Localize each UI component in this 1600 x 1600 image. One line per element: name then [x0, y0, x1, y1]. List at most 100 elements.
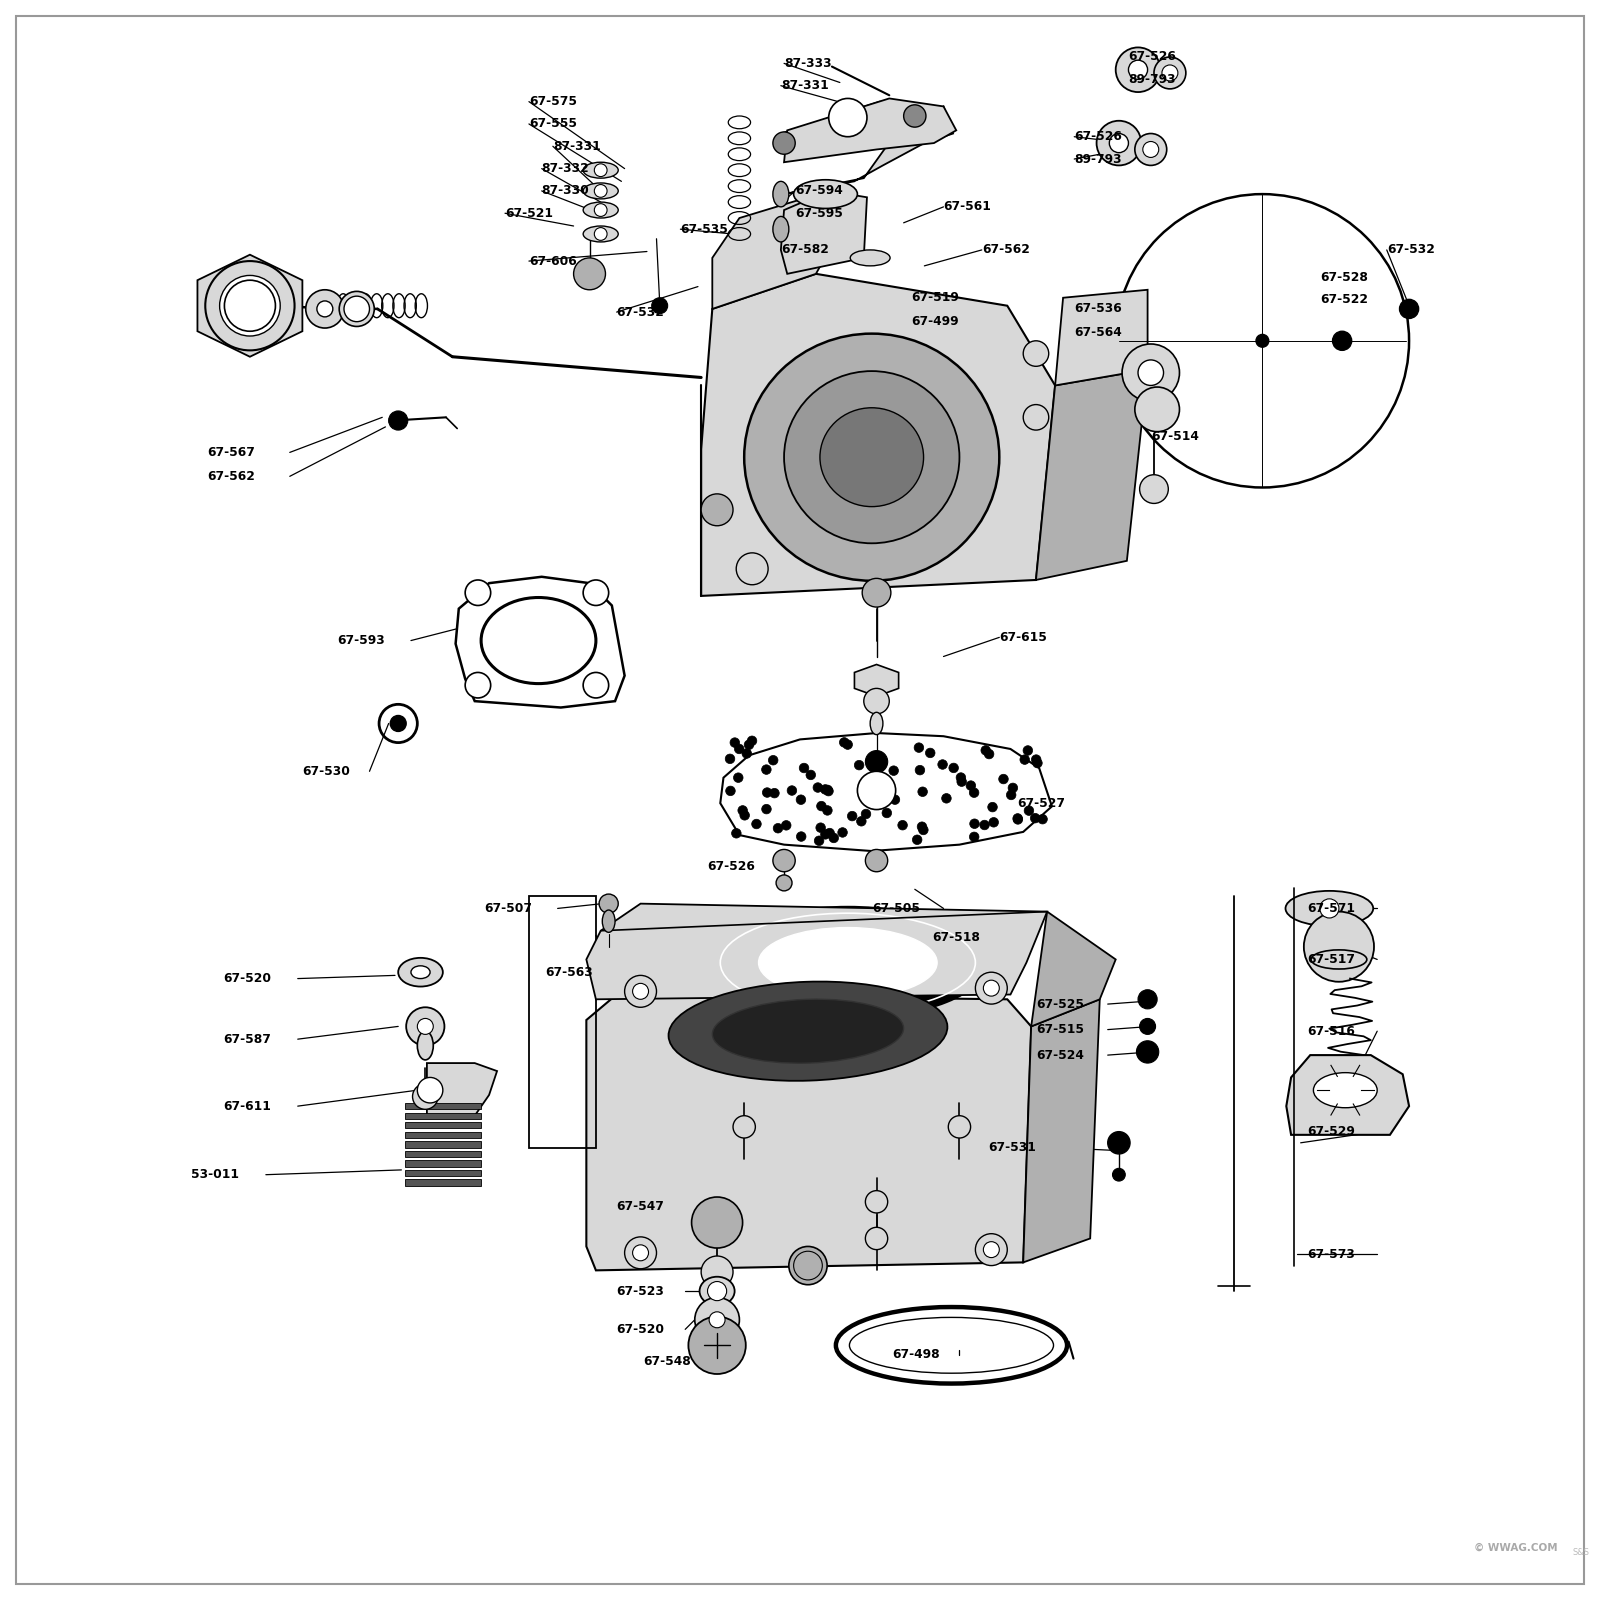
Ellipse shape: [1285, 891, 1373, 926]
Circle shape: [821, 784, 830, 794]
Text: 67-611: 67-611: [222, 1099, 270, 1112]
Circle shape: [1139, 1019, 1155, 1034]
Circle shape: [594, 184, 606, 197]
Text: 87-333: 87-333: [784, 58, 832, 70]
Circle shape: [582, 579, 608, 605]
Text: 67-536: 67-536: [1074, 302, 1122, 315]
Bar: [405, 1160, 482, 1166]
Ellipse shape: [758, 928, 938, 998]
Circle shape: [594, 203, 606, 216]
Circle shape: [797, 795, 806, 805]
Ellipse shape: [794, 179, 858, 208]
Circle shape: [730, 738, 739, 747]
Polygon shape: [784, 99, 957, 162]
Circle shape: [1142, 141, 1158, 157]
Circle shape: [1024, 405, 1048, 430]
Circle shape: [773, 824, 782, 834]
Text: 87-331: 87-331: [554, 139, 600, 152]
Circle shape: [1333, 331, 1352, 350]
Polygon shape: [1286, 1054, 1410, 1134]
Circle shape: [1134, 133, 1166, 165]
Circle shape: [829, 99, 867, 136]
Circle shape: [582, 672, 608, 698]
Polygon shape: [712, 190, 856, 309]
Text: 67-555: 67-555: [530, 117, 578, 131]
Circle shape: [762, 787, 771, 797]
Circle shape: [1320, 899, 1339, 918]
Circle shape: [957, 778, 966, 787]
Circle shape: [418, 1019, 434, 1034]
Circle shape: [1030, 813, 1040, 822]
Circle shape: [1115, 194, 1410, 488]
Polygon shape: [1054, 290, 1147, 386]
Text: 67-582: 67-582: [781, 243, 829, 256]
Circle shape: [733, 1115, 755, 1138]
Circle shape: [219, 275, 280, 336]
Circle shape: [890, 766, 899, 776]
Ellipse shape: [582, 202, 618, 218]
Circle shape: [938, 760, 947, 770]
Circle shape: [1134, 387, 1179, 432]
Circle shape: [418, 1077, 443, 1102]
Circle shape: [854, 760, 864, 770]
Circle shape: [949, 763, 958, 773]
Circle shape: [1019, 755, 1029, 765]
Circle shape: [744, 741, 754, 749]
Text: 67-562: 67-562: [982, 243, 1030, 256]
Circle shape: [976, 1234, 1008, 1266]
Circle shape: [707, 1282, 726, 1301]
Text: 67-532: 67-532: [616, 306, 664, 318]
Text: 67-516: 67-516: [1307, 1024, 1355, 1038]
Circle shape: [898, 821, 907, 830]
Text: 67-606: 67-606: [530, 254, 576, 267]
Text: 67-515: 67-515: [1035, 1022, 1083, 1037]
Text: 67-563: 67-563: [546, 966, 592, 979]
Circle shape: [1304, 912, 1374, 982]
Circle shape: [776, 875, 792, 891]
Ellipse shape: [582, 162, 618, 178]
Polygon shape: [781, 102, 931, 146]
Circle shape: [694, 1298, 739, 1342]
Circle shape: [762, 765, 771, 774]
Text: 67-562: 67-562: [206, 470, 254, 483]
Text: 67-507: 67-507: [485, 902, 533, 915]
Circle shape: [752, 819, 762, 829]
Circle shape: [738, 806, 747, 814]
Ellipse shape: [411, 966, 430, 979]
Circle shape: [826, 829, 835, 838]
Circle shape: [998, 774, 1008, 784]
Ellipse shape: [669, 981, 947, 1082]
Circle shape: [1109, 133, 1128, 152]
Text: 67-505: 67-505: [872, 902, 920, 915]
Circle shape: [858, 771, 896, 810]
Polygon shape: [1030, 912, 1115, 1027]
Bar: [405, 1179, 482, 1186]
Circle shape: [725, 754, 734, 763]
Circle shape: [822, 786, 832, 795]
Circle shape: [861, 810, 870, 819]
Circle shape: [1154, 58, 1186, 90]
Circle shape: [1006, 790, 1016, 800]
Text: 67-547: 67-547: [616, 1200, 664, 1213]
Ellipse shape: [870, 712, 883, 734]
Text: 67-532: 67-532: [1387, 243, 1435, 256]
Ellipse shape: [418, 1030, 434, 1059]
Circle shape: [912, 835, 922, 845]
Polygon shape: [586, 904, 1046, 1000]
Polygon shape: [586, 995, 1030, 1270]
Circle shape: [1024, 806, 1034, 816]
Circle shape: [866, 1227, 888, 1250]
Circle shape: [904, 106, 926, 126]
Ellipse shape: [862, 578, 891, 606]
Text: 53-011: 53-011: [190, 1168, 238, 1181]
Text: 67-615: 67-615: [1000, 630, 1046, 643]
Circle shape: [632, 1245, 648, 1261]
Circle shape: [984, 749, 994, 758]
Circle shape: [1008, 782, 1018, 792]
Circle shape: [966, 781, 976, 790]
Ellipse shape: [398, 958, 443, 987]
Circle shape: [1096, 120, 1141, 165]
Circle shape: [970, 819, 979, 829]
Text: S&S: S&S: [1573, 1549, 1589, 1557]
Circle shape: [979, 821, 989, 830]
